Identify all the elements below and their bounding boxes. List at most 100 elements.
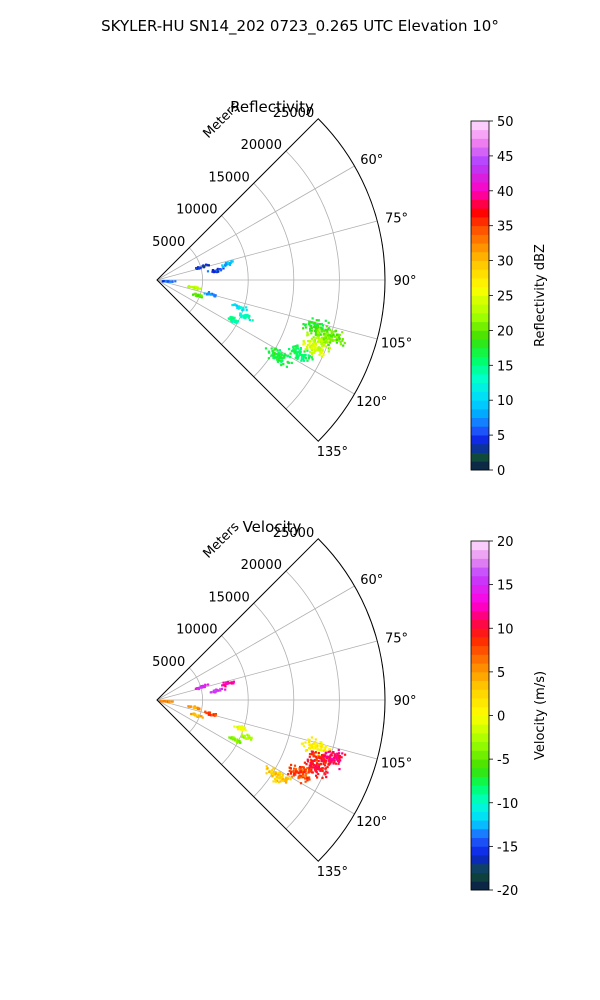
radar-echo-pixel: [302, 340, 305, 343]
radar-echo-cluster: [187, 284, 202, 291]
radar-echo-pixel: [288, 356, 292, 359]
radar-echo-pixel: [204, 710, 207, 714]
colorbar-tick-label: 5: [497, 666, 505, 681]
radar-echo-pixel: [280, 364, 283, 367]
radar-echo-pixel: [283, 352, 286, 355]
radar-echo-pixel: [239, 312, 242, 315]
radar-echo-pixel: [324, 335, 327, 338]
radar-echo-pixel: [319, 755, 322, 758]
colorbar-segment: [471, 147, 489, 157]
radar-echo-pixel: [207, 713, 210, 716]
radar-echo-pixel: [207, 683, 210, 686]
radar-echo-pixel: [337, 748, 340, 752]
colorbar-segment: [471, 190, 489, 200]
radar-echo-pixel: [280, 776, 283, 779]
radar-echo-pixel: [309, 769, 312, 772]
radar-echo-pixel: [323, 338, 326, 341]
radar-echo-pixel: [302, 359, 305, 362]
radar-echo-cluster: [300, 736, 332, 757]
colorbar-segment: [471, 732, 489, 743]
radar-echo-pixel: [279, 355, 282, 358]
panel-title: Velocity: [243, 518, 302, 536]
radar-echo-pixel: [219, 687, 222, 691]
radar-echo-pixel: [330, 338, 333, 341]
radar-echo-pixel: [303, 761, 306, 764]
radar-echo-pixel: [306, 347, 309, 350]
radar-echo-pixel: [268, 770, 271, 774]
radar-echo-pixel: [306, 777, 309, 780]
radar-echo-pixel: [340, 756, 343, 759]
radar-echo-pixel: [315, 764, 318, 767]
radar-echo-pixel: [266, 767, 269, 770]
radar-echo-pixel: [289, 778, 292, 781]
radar-echo-pixel: [299, 347, 302, 351]
radar-echo-pixel: [336, 333, 339, 336]
radar-echo-pixel: [304, 348, 307, 351]
radar-echo-pixel: [231, 260, 234, 263]
radar-echo-pixel: [314, 343, 318, 346]
radar-echo-pixel: [303, 342, 306, 345]
radar-echo-pixel: [265, 765, 268, 768]
colorbar-segment: [471, 164, 489, 174]
radar-echo-pixel: [240, 733, 244, 736]
colorbar-label: Velocity (m/s): [533, 671, 548, 760]
radar-echo-pixel: [222, 684, 225, 687]
colorbar-segment: [471, 452, 489, 462]
radar-echo-pixel: [326, 332, 329, 335]
radar-echo-pixel: [310, 321, 313, 324]
radar-echo-pixel: [313, 752, 316, 755]
radar-echo-pixel: [317, 772, 320, 776]
radar-echo-pixel: [310, 337, 313, 340]
radar-echo-pixel: [191, 286, 195, 289]
radar-echo-pixel: [327, 336, 330, 339]
radar-echo-pixel: [230, 681, 233, 684]
radar-echo-pixel: [281, 779, 284, 783]
radar-echo-pixel: [275, 356, 278, 359]
radar-echo-pixel: [302, 766, 305, 769]
radar-echo-pixel: [312, 766, 315, 769]
radar-echo-pixel: [339, 343, 342, 346]
radar-echo-pixel: [319, 348, 323, 351]
colorbar-tick-label: -20: [497, 884, 518, 899]
radar-echo-pixel: [310, 768, 313, 771]
radar-echo-pixel: [301, 354, 304, 357]
radar-echo-pixel: [301, 770, 304, 774]
colorbar-segment: [471, 269, 489, 279]
radar-echo-pixel: [194, 687, 197, 690]
radar-echo-pixel: [300, 766, 303, 769]
radar-echo-pixel: [214, 690, 217, 693]
azimuth-tick-label: 105°: [381, 337, 412, 352]
colorbar-tick-label: 20: [497, 324, 514, 339]
radar-echo-pixel: [285, 365, 288, 368]
colorbar-segment: [471, 549, 489, 559]
radar-echo-pixel: [291, 350, 295, 353]
radar-echo-pixel: [317, 760, 320, 763]
radar-echo-pixel: [317, 319, 320, 322]
radar-echo-pixel: [333, 760, 336, 763]
radar-echo-pixel: [297, 771, 300, 775]
range-tick-label: 15000: [208, 170, 249, 185]
radar-echo-pixel: [324, 767, 328, 770]
radar-echo-cluster: [265, 765, 292, 784]
radar-echo-pixel: [323, 758, 326, 761]
radar-echo-pixel: [327, 347, 330, 350]
radar-echo-pixel: [314, 738, 317, 741]
radar-echo-pixel: [314, 744, 317, 747]
radar-echo-pixel: [165, 280, 168, 283]
radar-echo-cluster: [206, 267, 225, 274]
colorbar-tick-label: 35: [497, 220, 514, 235]
colorbar-segment: [471, 173, 489, 183]
colorbar-tick-label: 10: [497, 622, 514, 637]
radar-echo-pixel: [219, 689, 222, 692]
radar-echo-pixel: [316, 324, 319, 327]
radar-echo-pixel: [327, 344, 330, 347]
radar-echo-pixel: [227, 261, 230, 264]
radar-echo-pixel: [171, 280, 174, 283]
colorbar-segment: [471, 558, 489, 568]
radar-echo-pixel: [277, 773, 280, 776]
radar-echo-pixel: [319, 763, 322, 766]
radar-echo-pixel: [236, 321, 239, 324]
radar-echo-pixel: [317, 334, 320, 337]
radar-echo-pixel: [338, 339, 341, 342]
radar-echo-pixel: [206, 293, 209, 296]
